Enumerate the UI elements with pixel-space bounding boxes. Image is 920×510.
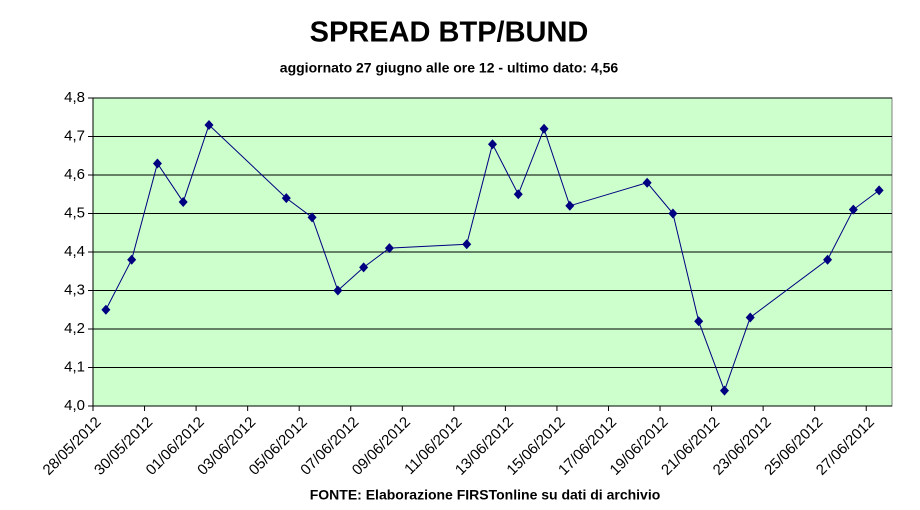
y-tick-label: 4,5 <box>64 204 85 221</box>
y-tick-label: 4,0 <box>64 397 85 414</box>
data-point <box>565 200 575 211</box>
chart-title: SPREAD BTP/BUND <box>310 17 589 49</box>
data-point <box>694 316 704 327</box>
y-tick-label: 4,8 <box>64 89 85 106</box>
data-point <box>359 262 369 273</box>
data-point <box>384 243 394 254</box>
data-point <box>127 254 137 265</box>
data-point <box>333 285 343 296</box>
data-point <box>745 312 755 323</box>
data-point <box>719 385 729 396</box>
data-point <box>178 196 188 207</box>
data-point <box>668 208 678 219</box>
data-point <box>152 158 162 169</box>
data-point <box>848 204 858 215</box>
y-tick-label: 4,1 <box>64 358 85 375</box>
data-point <box>488 139 497 150</box>
y-tick-label: 4,2 <box>64 320 85 337</box>
data-point <box>823 254 833 265</box>
y-tick-label: 4,6 <box>64 166 85 183</box>
y-tick-label: 4,3 <box>64 281 85 298</box>
data-point <box>101 304 111 315</box>
source-note: FONTE: Elaborazione FIRSTonline su dati … <box>310 487 661 503</box>
data-point <box>462 239 472 250</box>
data-point <box>874 185 884 196</box>
y-tick-label: 4,7 <box>64 127 85 144</box>
data-point <box>539 123 549 134</box>
data-point <box>307 212 317 223</box>
y-tick-label: 4,4 <box>64 243 85 260</box>
chart-subtitle: aggiornato 27 giugno alle ore 12 - ultim… <box>280 60 619 76</box>
data-point <box>204 119 214 130</box>
data-point <box>281 193 291 204</box>
data-point <box>642 177 652 188</box>
data-point <box>513 189 523 200</box>
